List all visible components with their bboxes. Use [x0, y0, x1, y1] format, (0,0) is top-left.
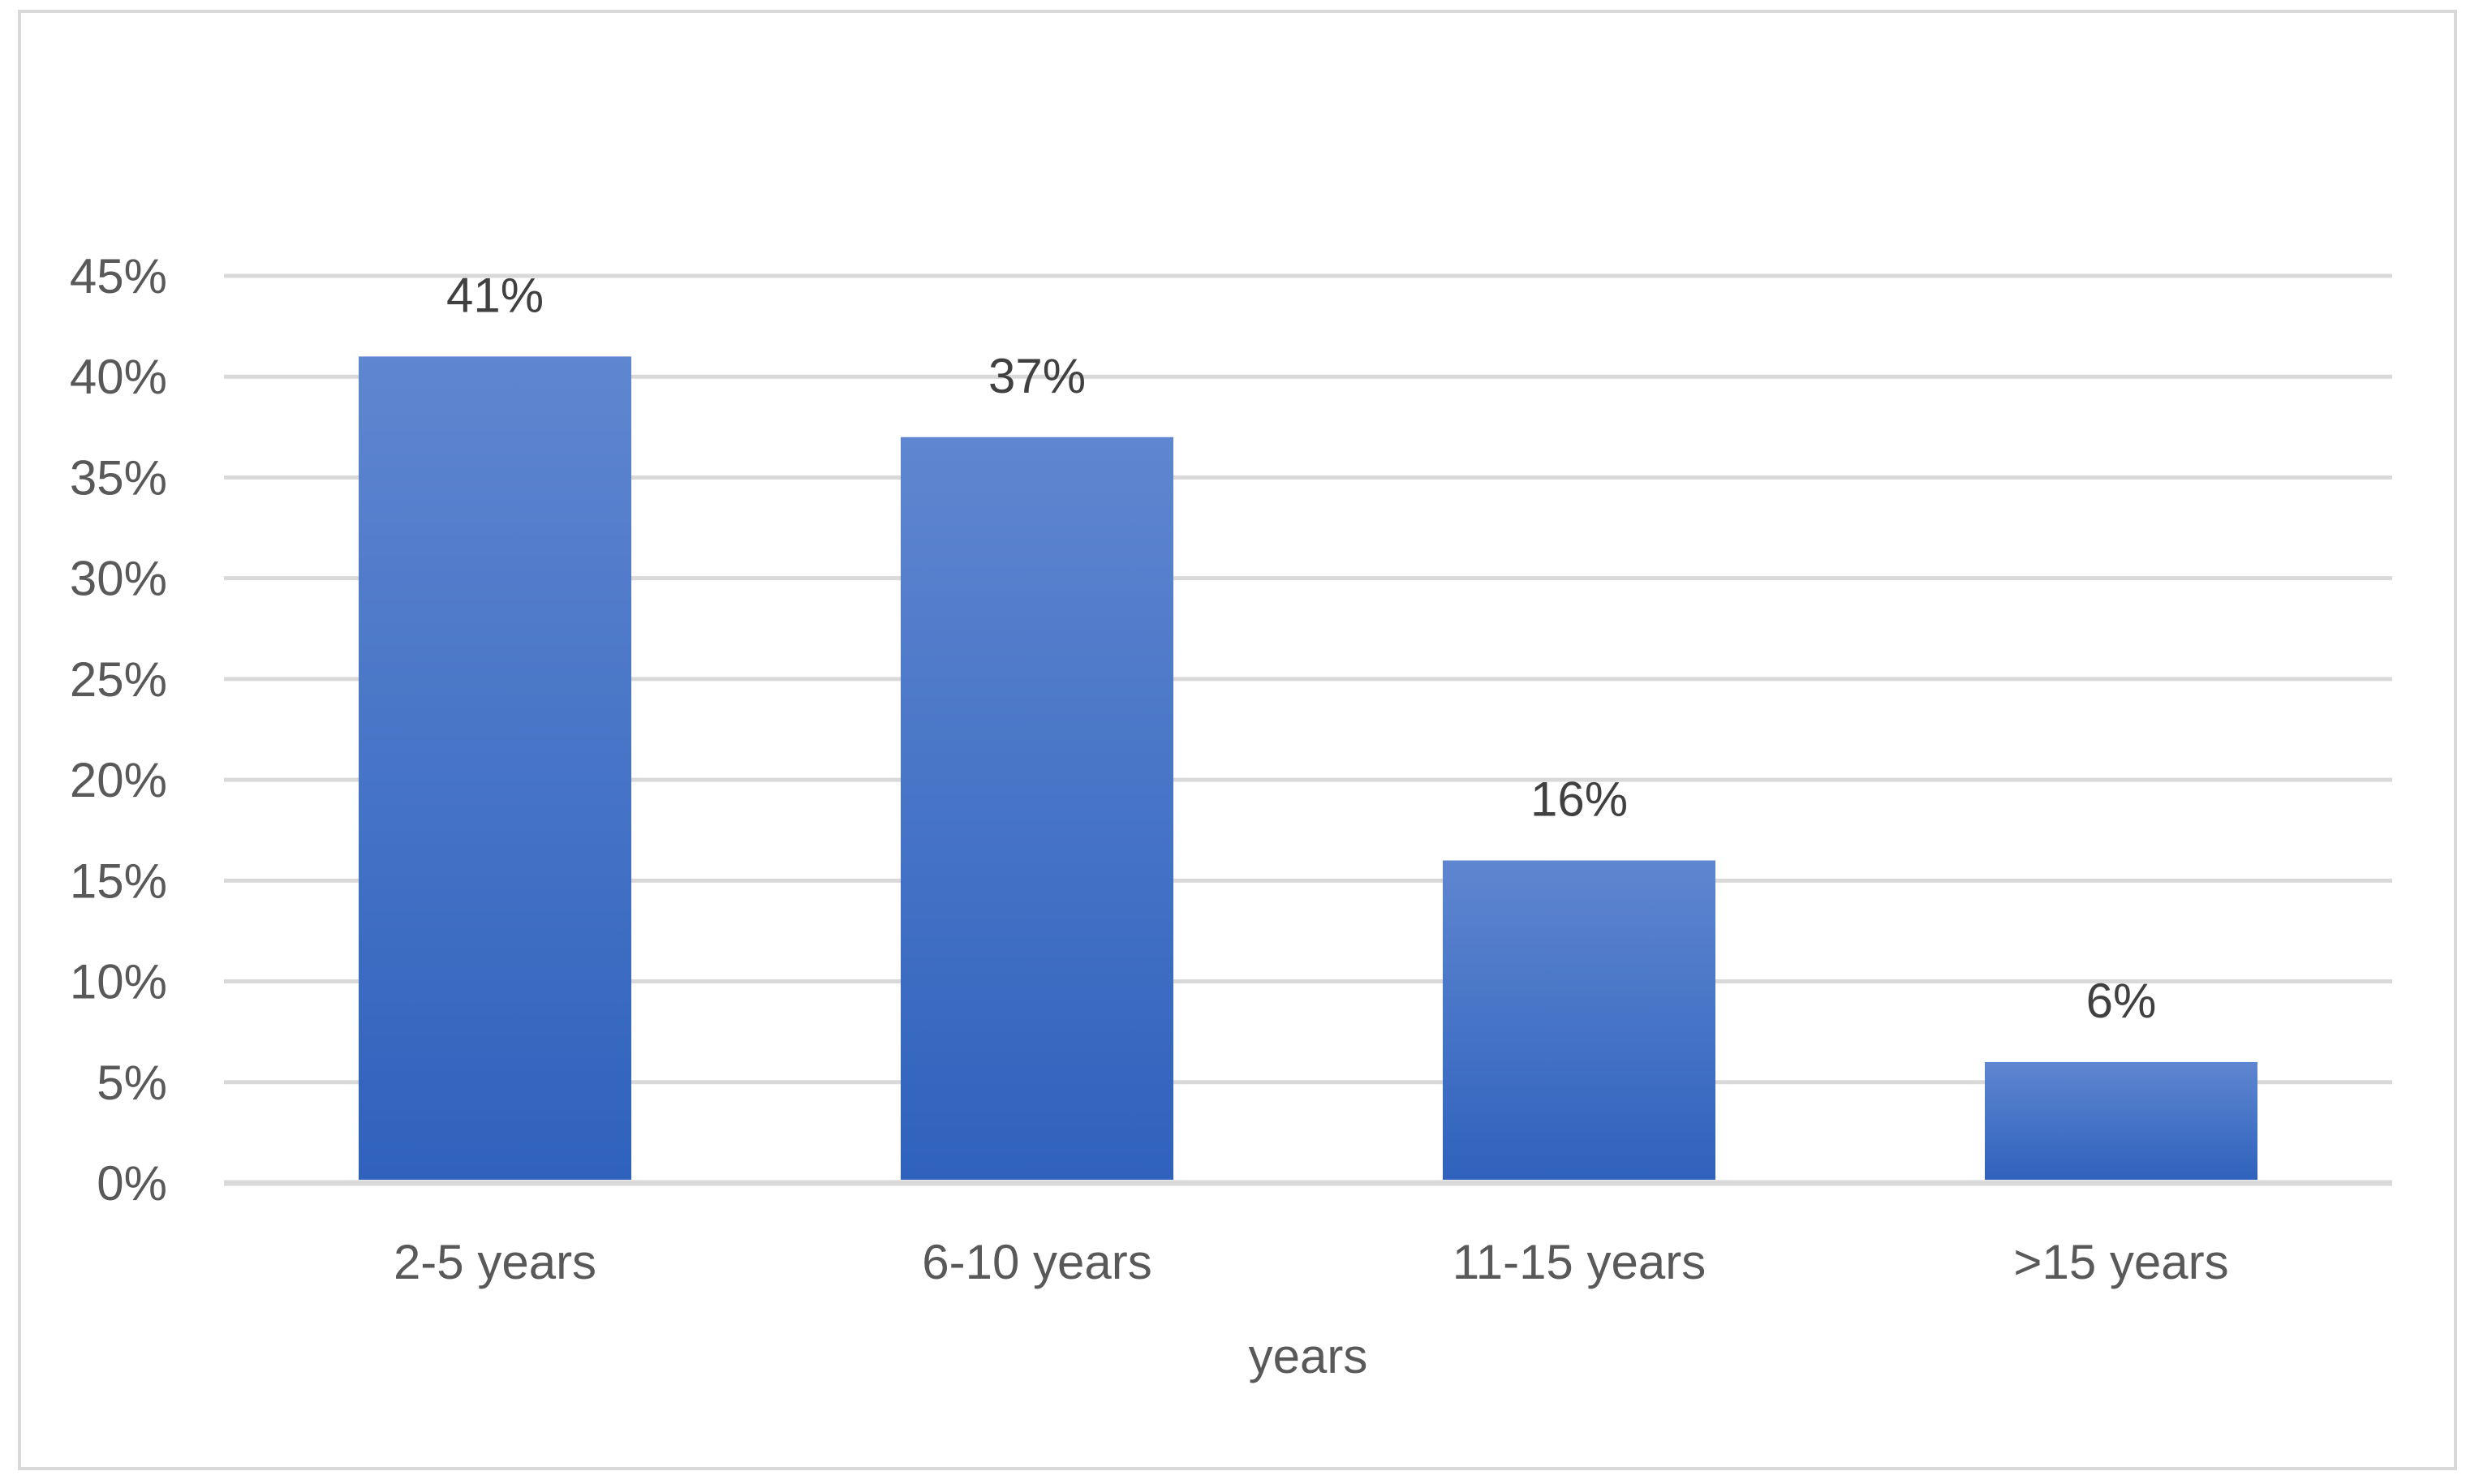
bar	[359, 356, 631, 1180]
data-label: 41%	[446, 268, 544, 322]
y-tick-label: 20%	[70, 753, 167, 807]
y-tick-label: 30%	[70, 552, 167, 606]
y-tick-label: 10%	[70, 955, 167, 1009]
data-label: 37%	[988, 349, 1086, 403]
data-label: 16%	[1530, 772, 1628, 826]
x-tick-label: 11-15 years	[1453, 1235, 1706, 1289]
bar	[901, 437, 1173, 1180]
y-tick-label: 5%	[97, 1056, 167, 1110]
y-tick-label: 35%	[70, 450, 167, 505]
y-axis-ticks: 0% 5% 10% 15% 20% 25% 30% 35% 40% 45%	[70, 249, 167, 1211]
y-tick-label: 40%	[70, 350, 167, 404]
x-tick-label: >15 years	[2013, 1235, 2228, 1289]
data-labels: 41% 37% 16% 6%	[446, 268, 2156, 1028]
data-label: 6%	[2086, 974, 2157, 1028]
x-tick-label: 6-10 years	[922, 1235, 1151, 1289]
bars	[359, 356, 2257, 1180]
bar	[1443, 860, 1715, 1180]
y-tick-label: 25%	[70, 652, 167, 707]
bar	[1985, 1061, 2257, 1180]
x-axis-categories: 2-5 years 6-10 years 11-15 years >15 years	[394, 1235, 2229, 1289]
y-tick-label: 15%	[70, 854, 167, 908]
y-tick-label: 45%	[70, 249, 167, 303]
x-tick-label: 2-5 years	[394, 1235, 596, 1289]
x-axis-title: years	[1249, 1329, 1368, 1383]
y-tick-label: 0%	[97, 1156, 167, 1211]
